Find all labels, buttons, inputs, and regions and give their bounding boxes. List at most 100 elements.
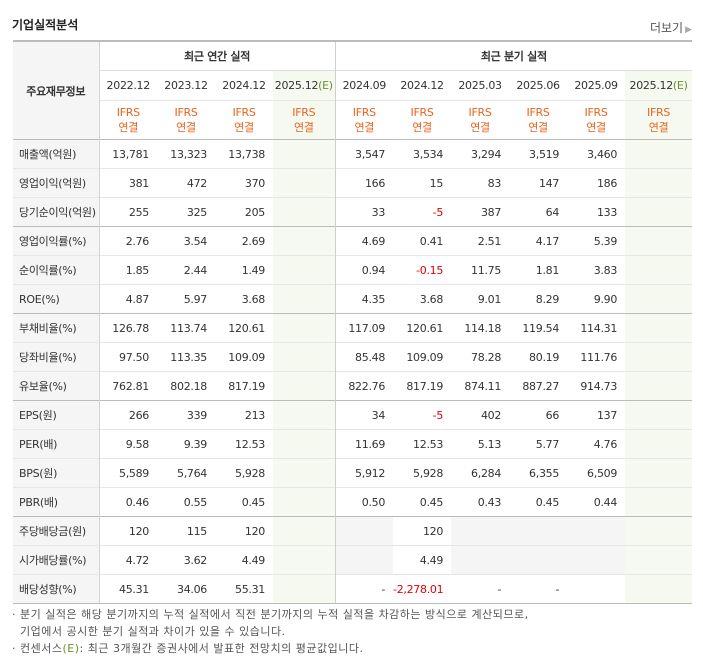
table-cell: 3,294 [451,139,510,169]
period-header: 2025.12(E) [273,70,336,101]
section-title: 기업실적분석 [12,18,79,32]
table-cell: 85.48 [335,342,394,372]
table-cell: 3,460 [567,139,626,169]
consolidated-label: 연결 [176,121,196,134]
ifrs-label: IFRS [116,106,140,119]
table-cell: 4.69 [335,226,394,256]
footnote-2: · 컨센서스(E): 최근 3개월간 증권사에서 발표한 전망치의 평균값입니다… [12,642,364,655]
table-row: 당좌비율(%) 97.50 113.35 109.09 85.48 109.09 78.28… [13,342,693,372]
accounting-standard: IFRS 연결 [567,100,626,140]
table-cell: 0.41 [393,226,452,256]
ifrs-label: IFRS [232,106,256,119]
table-cell: 34.06 [157,574,215,604]
table-cell: 12.53 [393,429,452,459]
table-cell: 381 [99,168,157,198]
table-cell: 4.72 [99,545,157,575]
period-header: 2024.12 [393,70,452,101]
table-cell [625,371,693,401]
section-header: 기업실적분석 더보기 ▶ [12,14,692,36]
more-label: 더보기 [649,21,684,35]
table-cell: 4.49 [393,545,452,575]
ifrs-label: IFRS [468,106,492,119]
table-cell: 817.19 [215,371,273,401]
table-cell: 2.44 [157,255,215,285]
ifrs-label: IFRS [174,106,198,119]
footnote-2-mark: (E) [62,642,80,655]
table-cell [273,284,336,314]
footnote-2-text: : 최근 3개월간 증권사에서 발표한 전망치의 평균값입니다. [79,642,364,655]
accounting-standard: IFRS 연결 [215,100,273,140]
table-cell [335,545,394,575]
table-cell: 9.58 [99,429,157,459]
table-cell: 4.17 [509,226,568,256]
table-cell: 11.75 [451,255,510,285]
table-cell: 114.18 [451,313,510,343]
table-cell: 117.09 [335,313,394,343]
period-header: 2025.09 [567,70,626,101]
table-cell: 3.68 [393,284,452,314]
ifrs-header-row: IFRS 연결 IFRS 연결 IFRS 연결 IFRS 연결 IFRS 연결 IFRS 연결 IFRS… [13,100,693,140]
estimate-mark: (E) [672,79,688,92]
table-cell: 0.45 [215,487,273,517]
table-row: 부채비율(%) 126.78 113.74 120.61 117.09 120.61 114… [13,313,693,343]
table-cell: 6,509 [567,458,626,488]
table-cell [625,400,693,430]
table-cell: 266 [99,400,157,430]
table-cell: 55.31 [215,574,273,604]
accounting-standard: IFRS 연결 [99,100,157,140]
table-cell [567,574,626,604]
table-cell: 0.55 [157,487,215,517]
table-cell: 186 [567,168,626,198]
row-label: 순이익률(%) [13,255,100,285]
consolidated-label: 연결 [648,121,669,134]
consolidated-label: 연결 [412,121,432,134]
table-cell: 2.69 [215,226,273,256]
table-cell: 34 [335,400,394,430]
quarterly-group-label: 최근 분기 실적 [335,40,693,71]
accounting-standard: IFRS 연결 [625,100,693,140]
table-cell: 109.09 [215,342,273,372]
table-cell [451,516,510,546]
table-cell [567,545,626,575]
table-row: 유보율(%) 762.81 802.18 817.19 822.76 817.19 874.… [13,371,693,401]
estimate-mark: (E) [318,79,333,92]
table-cell [625,168,693,198]
annual-group-label: 최근 연간 실적 [99,40,336,71]
accounting-standard: IFRS 연결 [509,100,568,140]
table-row: 배당성향(%) 45.31 34.06 55.31- -2,278.01- - [13,574,693,604]
table-cell [625,342,693,372]
table-cell: 120.61 [393,313,452,343]
table-cell: -0.15 [393,255,452,285]
table-cell: 255 [99,197,157,227]
table-cell: 133 [567,197,626,227]
table-row: 매출액(억원) 13,781 13,323 13,738 3,547 3,534 3,294… [13,139,693,169]
table-cell: 6,284 [451,458,510,488]
accounting-standard: IFRS 연결 [393,100,452,140]
table-cell: - [335,574,394,604]
table-cell: 13,323 [157,139,215,169]
table-cell: 15 [393,168,452,198]
table-cell: 887.27 [509,371,568,401]
table-cell [625,516,693,546]
more-link[interactable]: 더보기 ▶ [650,19,692,36]
table-row: 영업이익(억원) 381 472 370 166 15 83 147 186 [13,168,693,198]
table-cell: 11.69 [335,429,394,459]
table-cell: 822.76 [335,371,394,401]
table-cell [625,255,693,285]
table-cell: 5,912 [335,458,394,488]
accounting-standard: IFRS 연결 [451,100,510,140]
ifrs-label: IFRS [292,106,316,119]
table-cell: 5,928 [215,458,273,488]
table-cell [625,284,693,314]
table-cell: 402 [451,400,510,430]
ifrs-label: IFRS [410,106,434,119]
consolidated-label: 연결 [586,121,606,134]
table-cell: -5 [393,197,452,227]
row-label: 유보율(%) [13,371,100,401]
table-cell: 1.49 [215,255,273,285]
row-label: EPS(원) [13,400,100,430]
table-cell: -5 [393,400,452,430]
table-cell [273,139,336,169]
table-cell: 3.83 [567,255,626,285]
table-cell: 13,781 [99,139,157,169]
